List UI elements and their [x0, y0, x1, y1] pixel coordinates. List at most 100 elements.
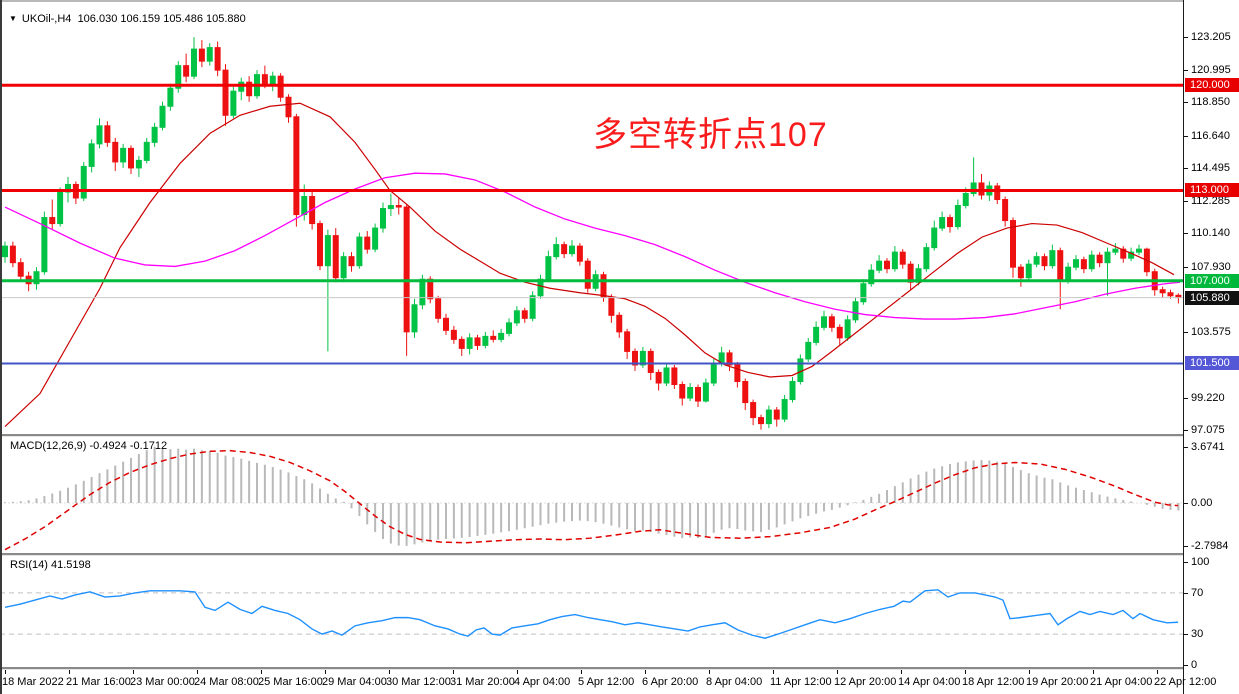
date-tick-mark — [325, 670, 326, 674]
macd-panel[interactable] — [0, 437, 1183, 555]
candle — [852, 297, 859, 323]
candle — [80, 161, 87, 202]
candle — [868, 264, 875, 287]
axis-tick-mark — [1184, 201, 1188, 202]
candle — [608, 294, 615, 323]
candle — [17, 258, 24, 281]
price-tick-label: 114.495 — [1191, 162, 1230, 174]
candle — [443, 313, 449, 335]
candle — [238, 77, 245, 101]
ohlc-readout: 106.030 106.159 105.486 105.880 — [77, 13, 246, 25]
candle — [931, 220, 938, 251]
rsi-name: RSI(14) — [10, 559, 48, 571]
candle — [167, 83, 174, 111]
date-label: 29 Mar 04:00 — [322, 676, 387, 688]
rsi-value: 41.5198 — [50, 559, 91, 571]
candle — [348, 252, 355, 272]
candle — [1025, 259, 1032, 281]
candle — [632, 348, 638, 371]
date-label: 18 Mar 2022 — [2, 676, 64, 688]
candle — [96, 118, 103, 149]
date-tick-mark — [1093, 670, 1094, 674]
candle — [482, 331, 489, 349]
candle — [104, 121, 111, 147]
candle — [860, 279, 867, 305]
axis-tick-mark — [1184, 37, 1188, 38]
date-tick-mark — [1029, 670, 1030, 674]
candle — [1128, 247, 1135, 262]
candle — [57, 187, 64, 227]
candle — [978, 173, 985, 200]
candle — [269, 71, 276, 92]
axis-tick-mark — [1184, 102, 1188, 103]
candle — [9, 241, 16, 268]
candle — [907, 261, 914, 290]
chart-annotation-text[interactable]: 多空转折点107 — [593, 116, 828, 154]
candle — [624, 328, 631, 359]
candle — [49, 199, 56, 230]
candle — [954, 199, 961, 230]
date-axis[interactable]: 18 Mar 2022 21 Mar 16:00 23 Mar 00:00 24 Ma… — [0, 670, 1216, 694]
candle — [521, 307, 528, 323]
main-chart[interactable] — [0, 0, 1183, 436]
date-label: 4 Apr 04:00 — [514, 676, 571, 688]
date-tick-mark — [133, 670, 134, 674]
candle — [513, 306, 520, 326]
candle — [324, 229, 331, 352]
candle — [387, 193, 394, 217]
symbol-timeframe-label: UKOil-,H4 — [21, 13, 72, 25]
candle — [695, 384, 701, 408]
price-badge-101.500: 101.500 — [1185, 356, 1239, 370]
macd-name: MACD(12,26,9) — [10, 440, 87, 452]
candle — [891, 246, 898, 272]
candle — [687, 382, 694, 402]
candle — [1096, 252, 1103, 268]
date-tick-mark — [453, 670, 454, 674]
candle — [435, 295, 442, 323]
date-tick-mark — [901, 670, 902, 674]
candle — [569, 240, 575, 257]
candle — [159, 101, 166, 131]
chevron-down-icon[interactable]: ▼ — [9, 14, 17, 23]
candle — [395, 198, 402, 215]
axis-tick-mark — [1184, 447, 1188, 448]
macd-tick-label: 0.00 — [1191, 497, 1213, 509]
candle — [939, 211, 946, 232]
axis-tick-mark — [1184, 70, 1188, 71]
candle — [198, 40, 205, 68]
candle — [498, 328, 505, 343]
candle — [813, 321, 820, 346]
candle — [364, 231, 371, 254]
panel-separator[interactable] — [0, 434, 1239, 437]
candle — [1002, 196, 1009, 227]
candle — [994, 182, 1001, 205]
rsi-panel[interactable] — [0, 556, 1183, 669]
candles — [2, 37, 1182, 430]
axis-tick-mark — [1184, 546, 1188, 547]
price-badge-113.000: 113.000 — [1185, 183, 1239, 197]
candle — [765, 405, 772, 429]
candle — [1159, 286, 1166, 298]
candle — [663, 363, 670, 387]
price-axis[interactable]: 123.205 120.995 118.850 116.640 114.495 112.2… — [1183, 0, 1239, 694]
candle — [1143, 247, 1150, 277]
date-tick-mark — [69, 670, 70, 674]
axis-tick-mark — [1184, 562, 1188, 563]
price-tick-label: 99.220 — [1191, 392, 1225, 404]
axis-tick-mark — [1184, 267, 1188, 268]
candle — [529, 291, 536, 322]
candle — [1033, 252, 1040, 268]
panel-separator — [0, 667, 1239, 670]
panel-separator[interactable] — [0, 553, 1239, 556]
date-label: 21 Mar 16:00 — [66, 676, 131, 688]
candle — [230, 86, 237, 119]
candle — [1136, 244, 1142, 256]
candle — [458, 336, 465, 356]
macd-tick-label: -2.7984 — [1191, 540, 1229, 552]
candle — [773, 407, 780, 427]
candle — [679, 381, 686, 406]
candle — [285, 94, 292, 123]
date-tick-mark — [965, 670, 966, 674]
candle — [726, 349, 733, 371]
